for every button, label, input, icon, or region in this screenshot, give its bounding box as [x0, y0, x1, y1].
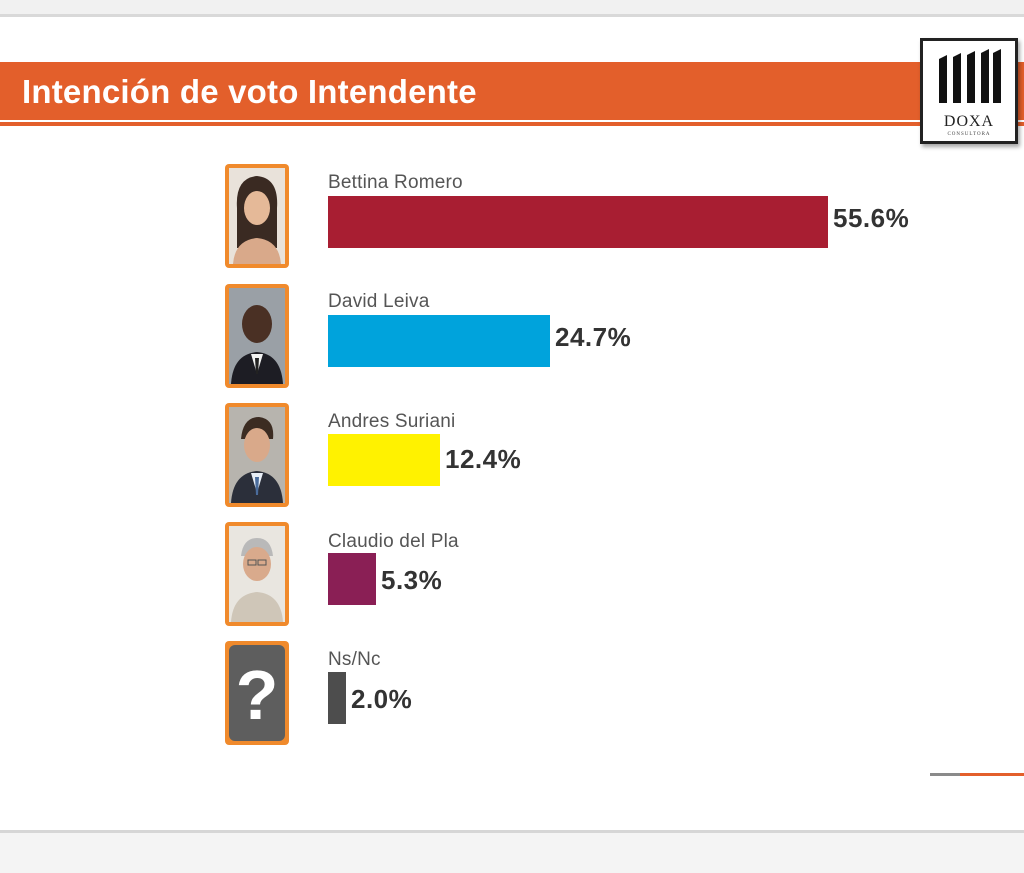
- bar-david-leiva: [328, 315, 550, 367]
- logo-bars-icon: [939, 49, 1001, 103]
- svg-text:?: ?: [236, 656, 279, 734]
- photo-andres-suriani: [225, 403, 289, 507]
- logo-subtitle: CONSULTORA: [947, 132, 991, 137]
- photo-claudio-del-pla: [225, 522, 289, 626]
- photo-ns-nc: ?: [225, 641, 289, 745]
- footer-accent-orange: [960, 773, 1024, 776]
- bar-claudio-del-pla: [328, 553, 376, 605]
- candidate-name: David Leiva: [328, 291, 430, 312]
- candidate-name: Andres Suriani: [328, 411, 456, 432]
- value-label: 5.3%: [381, 565, 443, 595]
- question-mark-icon: ?: [229, 645, 285, 741]
- value-label: 24.7%: [555, 322, 632, 352]
- candidate-name: Bettina Romero: [328, 172, 463, 193]
- logo-name: DOXA: [943, 113, 995, 130]
- candidate-name: Claudio del Pla: [328, 531, 459, 552]
- photo-david-leiva: [225, 284, 289, 388]
- value-label: 2.0%: [351, 684, 413, 714]
- photo-bettina-romero: [225, 164, 289, 268]
- title-bar: [0, 62, 1024, 122]
- value-label: 12.4%: [445, 444, 522, 474]
- bottom-frame: [0, 830, 1024, 873]
- footer-accent-grey: [930, 773, 960, 776]
- bar-bettina-romero: [328, 196, 828, 248]
- bar-ns-nc: [328, 672, 346, 724]
- chart-title: Intención de voto Intendente: [22, 73, 477, 110]
- top-frame: [0, 0, 1024, 17]
- value-label: 55.6%: [833, 203, 910, 233]
- bar-andres-suriani: [328, 434, 440, 486]
- doxa-logo: DOXA CONSULTORA: [920, 38, 1018, 144]
- candidate-name: Ns/Nc: [328, 649, 381, 670]
